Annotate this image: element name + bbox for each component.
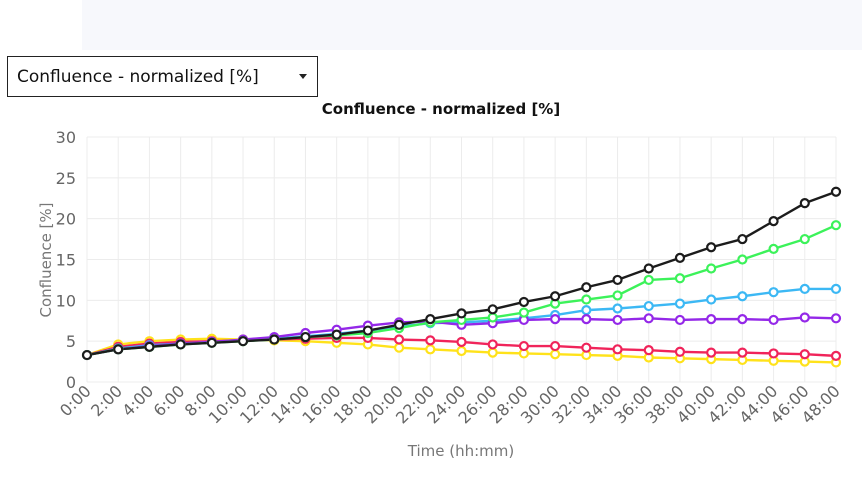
data-point [830,283,842,294]
data-point [799,283,810,294]
series-points [81,186,842,368]
data-point [113,344,124,355]
y-axis-title: Confluence [%] [37,202,55,317]
data-point [706,294,717,305]
y-tick-label: 25 [56,169,76,188]
data-point [830,350,842,361]
y-tick-label: 30 [56,128,76,147]
data-point [768,216,779,227]
data-point [550,291,561,302]
data-point [581,305,592,316]
data-point [768,348,779,359]
data-point [581,342,592,353]
y-tick-label: 5 [66,332,76,351]
data-point [830,186,842,197]
data-point [674,252,686,263]
y-tick-label: 20 [56,210,76,229]
chart-title: Confluence - normalized [%] [322,100,560,118]
data-point [737,314,748,325]
data-point [581,282,592,293]
data-point [487,312,498,323]
data-point [674,346,686,357]
data-point [612,314,623,326]
data-point [331,329,342,340]
data-point [237,336,249,347]
data-point [799,312,810,323]
data-point [393,319,405,330]
y-tick-label: 0 [66,373,76,392]
data-point [456,308,467,319]
data-point [737,254,748,265]
data-point [830,313,842,324]
data-point [643,300,654,312]
caret-down-icon [299,74,307,79]
data-point [674,273,686,284]
data-point [768,287,779,298]
y-tick-label: 15 [56,251,76,270]
data-point [706,263,717,274]
data-point [487,347,498,358]
data-point [612,303,623,314]
data-point [737,233,748,245]
data-point [643,345,654,356]
data-point [737,291,748,302]
data-point [550,349,561,360]
data-point [706,347,717,358]
metric-select-value: Confluence - normalized [%] [17,66,259,87]
data-point [487,339,498,350]
data-point [581,294,592,305]
data-point [706,314,717,325]
data-point [206,337,217,348]
x-tick-label: 0:00 [56,381,95,420]
data-point [518,307,530,318]
data-point [799,233,810,245]
header-band [82,0,862,50]
data-point [425,335,436,346]
data-point [456,345,467,357]
data-point [643,263,654,274]
data-point [612,274,623,286]
data-point [269,334,280,345]
data-point [425,314,436,325]
data-point [81,349,93,361]
data-point [300,331,311,343]
metric-select[interactable]: Confluence - normalized [%] [7,56,318,97]
data-point [674,298,686,309]
data-point [737,347,748,358]
data-point [518,296,530,308]
data-point [518,340,530,352]
data-point [144,341,155,352]
data-point [643,313,654,324]
x-axis-title: Time (hh:mm) [407,442,514,460]
data-point [393,334,405,345]
data-point [550,340,561,352]
data-point [175,339,186,350]
data-point [799,349,810,360]
data-point [393,342,405,353]
data-point [706,242,717,253]
y-tick-label: 10 [56,291,76,310]
data-point [581,314,592,325]
data-point [768,243,779,254]
y-axis-ticks: 0 5 10 15 20 25 30 [56,128,76,392]
data-point [456,336,467,348]
data-point [612,344,623,355]
data-point [550,314,561,325]
data-point [830,220,842,231]
x-axis-ticks: 0:002:004:006:008:0010:0012:0014:0016:00… [56,381,844,427]
x-tick-label: 6:00 [150,381,189,420]
data-point [612,290,623,301]
data-point [362,325,373,336]
data-point [425,344,436,355]
data-point [768,314,779,326]
x-tick-label: 2:00 [87,381,126,420]
data-point [487,304,498,315]
data-point [674,314,686,326]
x-tick-label: 4:00 [118,381,157,420]
data-point [799,198,810,209]
data-point [643,274,654,286]
